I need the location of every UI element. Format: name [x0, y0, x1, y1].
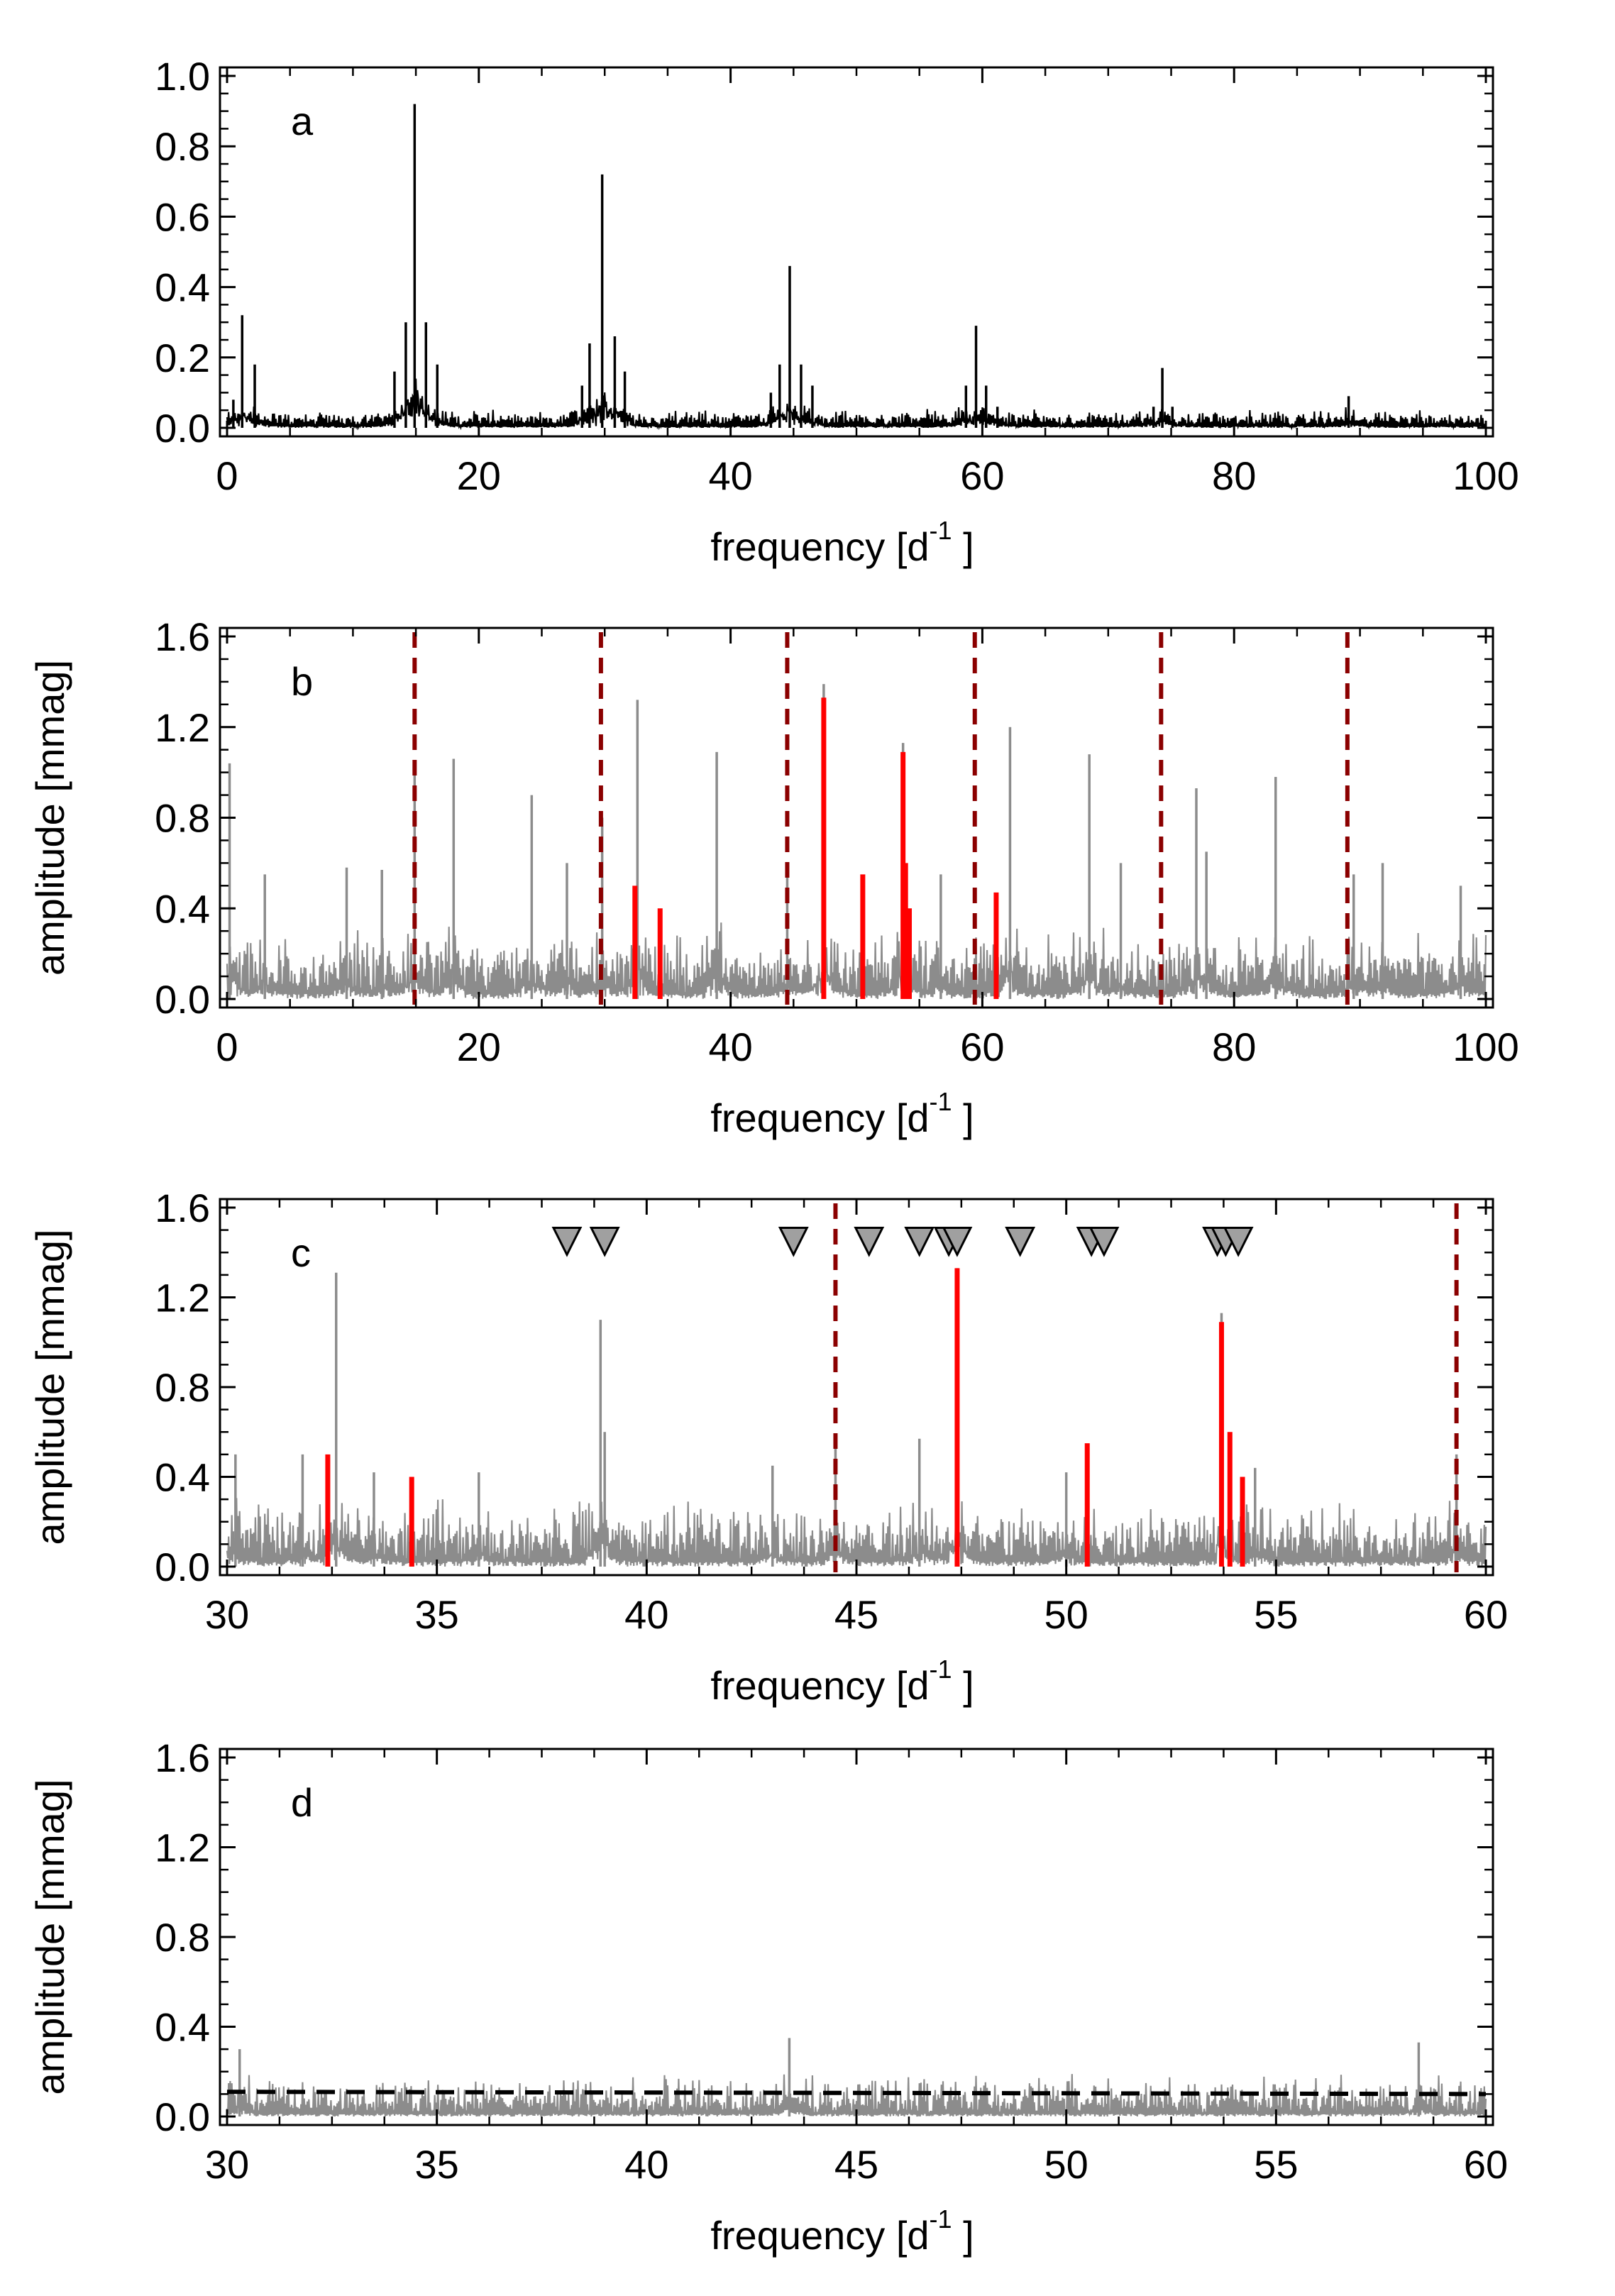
x-tick-label: 50	[1044, 1592, 1088, 1637]
triangle-marker-4	[904, 1226, 935, 1257]
y-tick-label: 0.8	[155, 1365, 210, 1410]
y-tick-label: 0.4	[155, 265, 210, 310]
y-tick-label: 1.6	[155, 1186, 210, 1230]
x-tick-label: 35	[415, 1592, 459, 1637]
x-tick-label: 80	[1212, 1025, 1256, 1069]
y-axis-title: amplitude [mmag]	[28, 660, 72, 976]
panel-label: c	[291, 1230, 311, 1275]
threshold-line	[226, 2090, 1487, 2097]
y-tick-label: 0.2	[155, 336, 210, 380]
y-axis-title: amplitude [mmag]	[28, 1229, 72, 1545]
y-tick-label: 0.8	[155, 1915, 210, 1960]
triangle-marker-3	[854, 1226, 885, 1257]
x-axis-title-sup: -1	[930, 1087, 952, 1116]
x-tick-label: 80	[1212, 453, 1256, 498]
x-tick-label: 40	[624, 2142, 668, 2187]
y-tick-label: 0.0	[155, 2094, 210, 2139]
panel-c: 30 35 40 45 50 55 60 0.0 0.4 0.8 1.2 1.6 c frequency …	[28, 1186, 1508, 1708]
triangle-marker-7	[1005, 1226, 1036, 1257]
triangle-marker-1	[589, 1226, 620, 1257]
panel-label: b	[291, 659, 313, 704]
y-tick-label: 0.4	[155, 1455, 210, 1500]
noise-series	[226, 378, 1487, 431]
triangle-marker-12	[1223, 1226, 1254, 1257]
x-tick-label: 100	[1453, 453, 1518, 498]
x-tick-label: 45	[834, 2142, 878, 2187]
panel-a: 0 20 40 60 80 100 0.0 0.2 0.4 0.6 0.8 1.0 a frequency…	[155, 54, 1519, 569]
y-tick-label: 0.0	[155, 1545, 210, 1589]
noise-series	[226, 1498, 1487, 1567]
panel-d: 30 35 40 45 50 55 60 0.0 0.4 0.8 1.2 1.6 d frequency …	[28, 1735, 1508, 2258]
x-tick-label: 45	[834, 1592, 878, 1637]
y-tick-label: 1.2	[155, 1276, 210, 1320]
x-axis-title-main: frequency [d	[710, 2213, 929, 2258]
y-tick-label: 1.2	[155, 1826, 210, 1870]
x-tick-label: 0	[216, 1025, 238, 1069]
x-tick-label: 55	[1254, 2142, 1298, 2187]
noise-series	[226, 922, 1487, 999]
x-axis-title-close: ]	[952, 2213, 974, 2258]
x-tick-label: 40	[708, 453, 752, 498]
x-axis-title-sup: -1	[930, 2204, 952, 2234]
y-tick-label: 0.8	[155, 124, 210, 169]
x-tick-label: 60	[1464, 1592, 1508, 1637]
x-tick-label: 60	[1464, 2142, 1508, 2187]
x-tick-label: 30	[205, 1592, 249, 1637]
triangle-marker-6	[942, 1226, 973, 1257]
triangle-marker-9	[1088, 1226, 1120, 1257]
y-tick-label: 1.0	[155, 54, 210, 99]
y-tick-label: 0.0	[155, 406, 210, 451]
x-axis-title: frequency [d-1 ]	[710, 2204, 974, 2258]
panel-label: d	[291, 1780, 313, 1825]
y-axis-title: amplitude [mmag]	[28, 1779, 72, 2094]
x-axis-title-main: frequency [d	[710, 1095, 929, 1140]
y-tick-label: 1.6	[155, 614, 210, 659]
x-tick-label: 40	[708, 1025, 752, 1069]
x-tick-label: 20	[457, 453, 501, 498]
x-tick-label: 60	[960, 1025, 1004, 1069]
x-axis-title: frequency [d-1 ]	[710, 1655, 974, 1708]
x-axis-title: frequency [d-1 ]	[710, 516, 974, 569]
x-tick-label: 20	[457, 1025, 501, 1069]
x-axis-title-sup: -1	[930, 516, 952, 545]
x-axis-title-main: frequency [d	[710, 1663, 929, 1708]
y-tick-label: 1.2	[155, 705, 210, 750]
x-axis-title-close: ]	[952, 1663, 974, 1708]
x-axis-title-close: ]	[952, 1095, 974, 1140]
triangle-marker-2	[778, 1226, 809, 1257]
x-axis-title-main: frequency [d	[710, 524, 929, 569]
triangle-marker-0	[551, 1226, 583, 1257]
x-tick-label: 50	[1044, 2142, 1088, 2187]
y-tick-label: 0.4	[155, 2005, 210, 2050]
y-tick-label: 0.8	[155, 796, 210, 841]
axes-frame	[219, 66, 1494, 438]
y-tick-label: 0.4	[155, 886, 210, 931]
y-tick-label: 0.6	[155, 194, 210, 239]
y-tick-label: 0.0	[155, 977, 210, 1022]
x-tick-label: 0	[216, 453, 238, 498]
x-axis-title-sup: -1	[930, 1655, 952, 1684]
x-axis-title-close: ]	[952, 524, 974, 569]
x-tick-label: 40	[624, 1592, 668, 1637]
axes-frame	[219, 1748, 1494, 2126]
x-tick-label: 30	[205, 2142, 249, 2187]
x-tick-label: 35	[415, 2142, 459, 2187]
x-tick-label: 100	[1453, 1025, 1518, 1069]
panel-b: 0 20 40 60 80 100 0.0 0.4 0.8 1.2 1.6 b frequency [d…	[28, 614, 1519, 1140]
x-tick-label: 55	[1254, 1592, 1298, 1637]
panel-label: a	[291, 99, 314, 143]
y-tick-label: 1.6	[155, 1735, 210, 1780]
x-axis-title: frequency [d-1 ]	[710, 1087, 974, 1140]
x-tick-label: 60	[960, 453, 1004, 498]
